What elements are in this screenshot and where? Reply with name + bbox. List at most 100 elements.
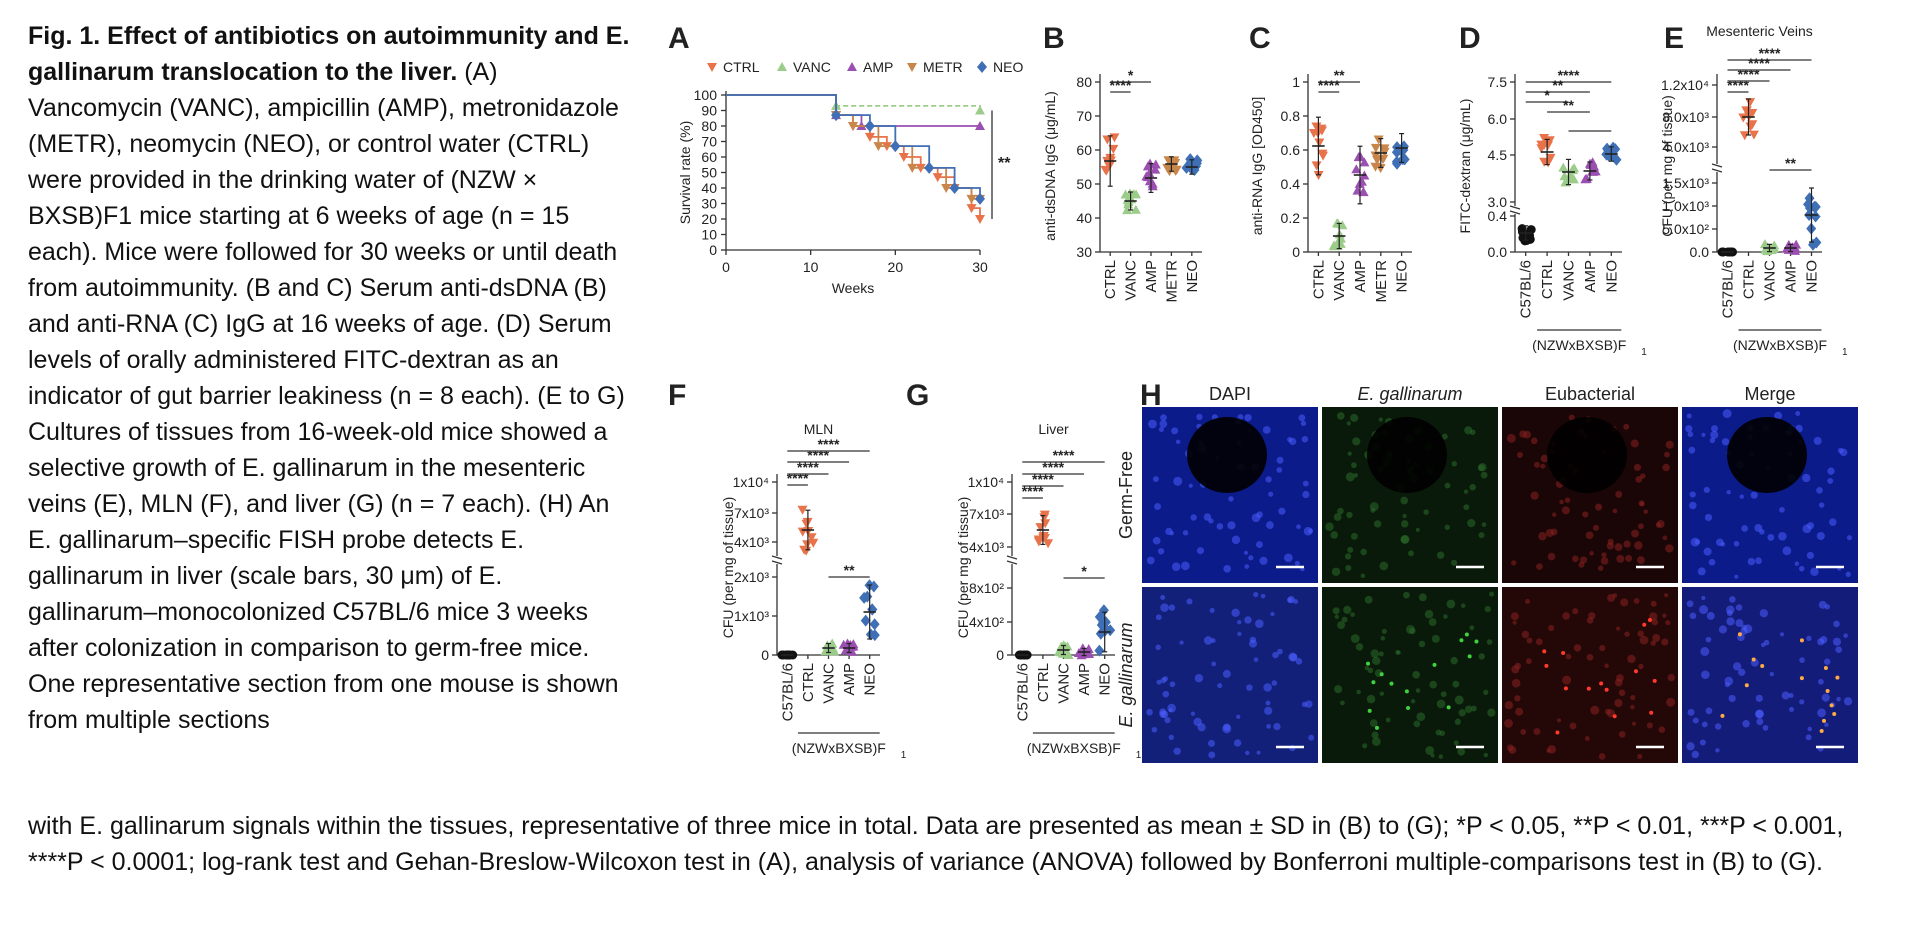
h-cell-dot — [1639, 635, 1649, 645]
h-cell-dot — [1464, 705, 1473, 713]
d-sig-label: ** — [1563, 97, 1574, 113]
caption-bottom: with E. gallinarum signals within the ti… — [28, 812, 1844, 876]
h-cell-dot — [1337, 412, 1345, 420]
h-cell-dot — [1231, 535, 1241, 545]
h-cell-dot — [1639, 501, 1645, 507]
e-title: Mesenteric Veins — [1706, 23, 1813, 39]
h-cell-dot — [1618, 689, 1626, 697]
h-cell-dot — [1703, 486, 1710, 494]
h-cell-dot — [1720, 541, 1726, 547]
h-cell-dot — [1586, 617, 1594, 624]
h-cell-dot — [1600, 557, 1609, 565]
h-cell-dot — [1733, 540, 1740, 547]
b-point-NEO — [1185, 153, 1196, 166]
h-cell-dot — [1620, 598, 1629, 607]
h-cell-dot — [1237, 631, 1242, 636]
h-cell-dot — [1578, 561, 1585, 568]
h-signal-dot — [1586, 686, 1591, 691]
d-point-C57BL/6 — [1526, 225, 1536, 235]
h-signal-dot — [1751, 657, 1756, 662]
h-cell-dot — [1301, 435, 1309, 443]
h-cell-dot — [1454, 718, 1461, 725]
e-y-tick-label: 4.0x10³ — [1662, 139, 1709, 155]
h-cell-dot — [1436, 699, 1446, 709]
h-cell-dot — [1237, 620, 1242, 625]
panel-letter-H: H — [1140, 379, 1162, 412]
c-y-tick-label: 0.6 — [1281, 142, 1301, 158]
c-y-label: anti-RNA IgG [OD450] — [1249, 97, 1265, 236]
h-cell-dot — [1732, 662, 1742, 671]
h-cell-dot — [1722, 409, 1732, 419]
h-cell-dot — [1836, 696, 1841, 702]
h-cell-dot — [1173, 476, 1183, 486]
h-cell-dot — [1508, 746, 1517, 754]
f-point-NEO — [859, 591, 870, 604]
b-y-tick-label: 30 — [1076, 244, 1092, 260]
e-x-tick-label: C57BL/6 — [1720, 260, 1737, 318]
c-sig-label: ** — [1334, 67, 1345, 83]
c-point-METR — [1370, 143, 1381, 153]
h-cell-dot — [1486, 639, 1493, 645]
e-break-mark — [1711, 168, 1723, 173]
h-signal-dot — [1446, 705, 1451, 710]
g-point-CTRL — [1043, 539, 1054, 549]
e-point-CTRL — [1745, 98, 1756, 108]
f-point-CTRL — [799, 545, 810, 555]
h-cell-dot — [1636, 556, 1645, 564]
d-y-tick-label: 0.0 — [1488, 244, 1508, 260]
h-cell-dot — [1824, 658, 1831, 665]
h-cell-dot — [1650, 600, 1657, 607]
a-y-tick-label: 40 — [701, 180, 717, 196]
g-x-tick-label: AMP — [1076, 663, 1093, 696]
h-cell-dot — [1350, 634, 1360, 644]
h-cell-dot — [1343, 605, 1352, 614]
a-point-NEO — [975, 192, 985, 205]
b-x-tick-label: AMP — [1143, 260, 1160, 293]
h-cell-dot — [1146, 556, 1155, 565]
h-cell-dot — [1415, 688, 1421, 693]
e-y-label: CFU (per mg of tissue) — [1659, 95, 1675, 237]
h-cell-dot — [1263, 683, 1272, 692]
h-cell-dot — [1526, 637, 1533, 644]
h-signal-dot — [1379, 672, 1384, 677]
d-sig-label: **** — [1558, 67, 1580, 83]
f-sig-label: **** — [797, 459, 819, 475]
c-x-tick-label: NEO — [1394, 260, 1411, 293]
h-cell-dot — [1431, 634, 1440, 643]
h-cell-dot — [1146, 708, 1153, 716]
h-cell-dot — [1799, 699, 1805, 705]
h-cell-dot — [1436, 551, 1445, 560]
h-cell-dot — [1197, 723, 1206, 732]
h-cell-dot — [1381, 628, 1387, 634]
a-y-tick-label: 80 — [701, 118, 717, 134]
h-cell-dot — [1408, 550, 1414, 557]
h-cell-dot — [1504, 719, 1513, 728]
h-cell-dot — [1350, 462, 1357, 469]
h-cell-dot — [1512, 620, 1517, 625]
h-cell-dot — [1424, 610, 1434, 619]
h-cell-dot — [1794, 561, 1800, 566]
h-cell-dot — [1355, 643, 1364, 651]
h-cell-dot — [1523, 430, 1531, 439]
a-point-NEO — [924, 161, 935, 174]
h-cell-dot — [1694, 539, 1701, 545]
h-cell-dot — [1478, 532, 1485, 539]
c-x-tick-label: METR — [1373, 260, 1390, 303]
h-cell-dot — [1726, 617, 1735, 626]
g-point-CTRL — [1033, 535, 1044, 545]
h-cell-dot — [1367, 667, 1374, 674]
h-cell-dot — [1259, 556, 1268, 565]
h-cell-dot — [1711, 425, 1718, 433]
h-cell-dot — [1248, 555, 1254, 561]
e-sig-label: ** — [1785, 155, 1796, 171]
h-cell-dot — [1816, 486, 1823, 494]
h-cell-dot — [1469, 625, 1475, 631]
h-cell-dot — [1337, 621, 1346, 630]
h-cell-dot — [1379, 691, 1385, 696]
h-cell-dot — [1806, 551, 1815, 560]
h-cell-dot — [1182, 530, 1189, 536]
h-cell-dot — [1400, 496, 1409, 505]
h-cell-dot — [1533, 728, 1541, 735]
h-cell-dot — [1551, 512, 1557, 517]
h-signal-dot — [1819, 728, 1824, 733]
